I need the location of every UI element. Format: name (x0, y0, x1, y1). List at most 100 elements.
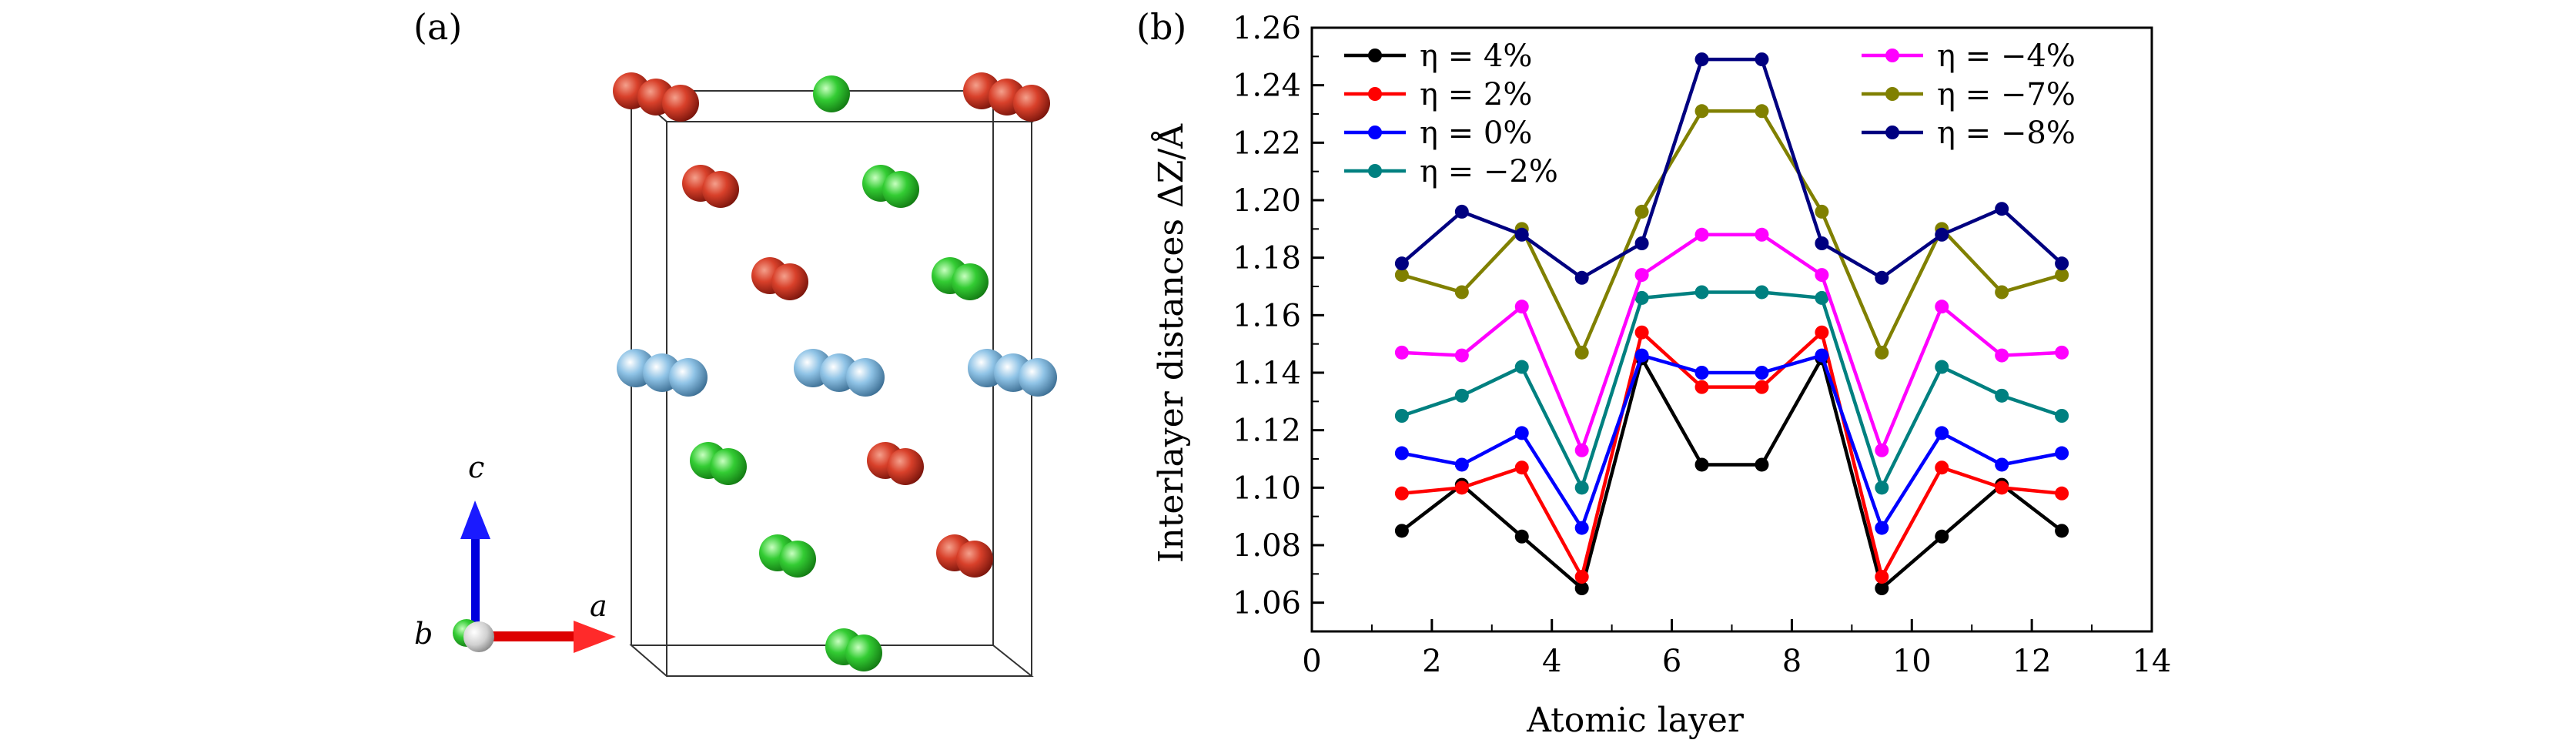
data-point (2055, 409, 2069, 423)
data-point (1995, 285, 2009, 300)
chart-series (1394, 52, 2069, 595)
data-point (1694, 457, 1709, 472)
data-point (1875, 480, 1889, 495)
legend-label: η = 4% (1420, 39, 1532, 74)
chart-axes: 0 2 4 6 8 10 12 14 1.06 1.08 1.10 1.12 1.14 1.16 1.18 1… (1233, 11, 2172, 679)
legend-label: η = −4% (1937, 39, 2076, 74)
series-line (1400, 353, 2063, 592)
data-point (1815, 268, 1829, 283)
legend-marker (1368, 126, 1382, 139)
data-point (1875, 345, 1889, 360)
data-point (1995, 480, 2009, 495)
atom-red (702, 171, 739, 208)
data-point (1394, 486, 1409, 501)
data-point (1694, 104, 1709, 119)
legend-label: η = 2% (1420, 77, 1532, 112)
atom-green (952, 263, 989, 300)
data-point (1935, 227, 1949, 242)
data-point (1995, 202, 2009, 216)
data-point (1574, 521, 1589, 535)
data-point (1454, 480, 1469, 495)
data-point (1815, 290, 1829, 305)
data-point (1454, 285, 1469, 300)
data-point (1755, 52, 1769, 67)
y-axis-title: Interlayer distances ΔZ/Å (1150, 123, 1191, 563)
x-tick-label: 6 (1662, 644, 1681, 679)
atom-red (1013, 85, 1050, 122)
data-point (1935, 300, 1949, 314)
data-point (1995, 388, 2009, 403)
y-tick-label: 1.26 (1233, 11, 1301, 46)
legend-marker (1885, 49, 1899, 62)
data-point (1935, 360, 1949, 374)
x-tick-label: 10 (1892, 644, 1932, 679)
series-line (1401, 233, 2062, 456)
series (1394, 104, 2069, 360)
series-line (1401, 353, 2062, 532)
legend-entry: η = −2% (1344, 154, 1558, 189)
legend-marker (1368, 87, 1382, 101)
data-point (1694, 227, 1709, 242)
data-point (1694, 366, 1709, 380)
legend-label: η = −7% (1937, 77, 2076, 112)
panel-b-label: (b) (1136, 6, 1187, 48)
data-point (1574, 581, 1589, 595)
data-point (1875, 581, 1889, 595)
series-line (1401, 109, 2062, 357)
series (1394, 227, 2069, 457)
atom-white (463, 621, 494, 652)
y-tick-label: 1.24 (1233, 69, 1301, 104)
atom-red (662, 85, 699, 122)
data-point (1514, 426, 1529, 440)
data-point (1755, 366, 1769, 380)
data-point (1634, 236, 1649, 250)
data-point (1935, 460, 1949, 475)
axis-label-b: b (414, 617, 433, 651)
legend-entry: η = 0% (1344, 116, 1532, 151)
panel-a-label: (a) (413, 6, 463, 48)
chart-legend: η = 4%η = 2% η = 0%η = −2% η = −4%η = −7% η… (1344, 39, 2076, 189)
data-point (1574, 480, 1589, 495)
atom-blue (669, 358, 708, 397)
series (1394, 325, 2069, 584)
data-point (1755, 285, 1769, 300)
data-point (1815, 348, 1829, 363)
data-point (1574, 345, 1589, 360)
atom-green (845, 634, 882, 671)
data-point (1634, 290, 1649, 305)
data-point (1815, 236, 1829, 250)
legend-marker (1368, 164, 1382, 178)
data-point (1815, 325, 1829, 340)
axis-label-a: a (590, 589, 607, 623)
legend-entry: η = −8% (1862, 116, 2076, 151)
data-point (2055, 524, 2069, 538)
x-axis-title: Atomic layer (1526, 701, 1745, 740)
y-tick-label: 1.18 (1233, 241, 1301, 276)
legend-marker (1885, 87, 1899, 101)
x-tick-label: 0 (1302, 644, 1321, 679)
y-tick-label: 1.12 (1233, 414, 1301, 449)
y-tick-label: 1.16 (1233, 298, 1301, 333)
series (1394, 348, 2069, 535)
crystal-structure-figure: c b a (414, 72, 1057, 677)
data-point (1514, 227, 1529, 242)
data-point (1815, 204, 1829, 219)
data-point (2055, 268, 2069, 283)
x-tick-label: 12 (2012, 644, 2052, 679)
data-point (1394, 268, 1409, 283)
y-tick-label: 1.08 (1233, 528, 1301, 564)
x-tick-label: 8 (1782, 644, 1802, 679)
legend-entry: η = 2% (1344, 77, 1532, 112)
data-point (1694, 380, 1709, 394)
series-line (1401, 329, 2062, 582)
legend-entry: η = −7% (1862, 77, 2076, 112)
data-point (1394, 256, 1409, 271)
data-point (1875, 270, 1889, 285)
x-tick-label: 4 (1542, 644, 1561, 679)
data-point (1394, 345, 1409, 360)
atom-green (710, 448, 747, 485)
data-point (1634, 348, 1649, 363)
data-point (2055, 256, 2069, 271)
data-point (1755, 380, 1769, 394)
